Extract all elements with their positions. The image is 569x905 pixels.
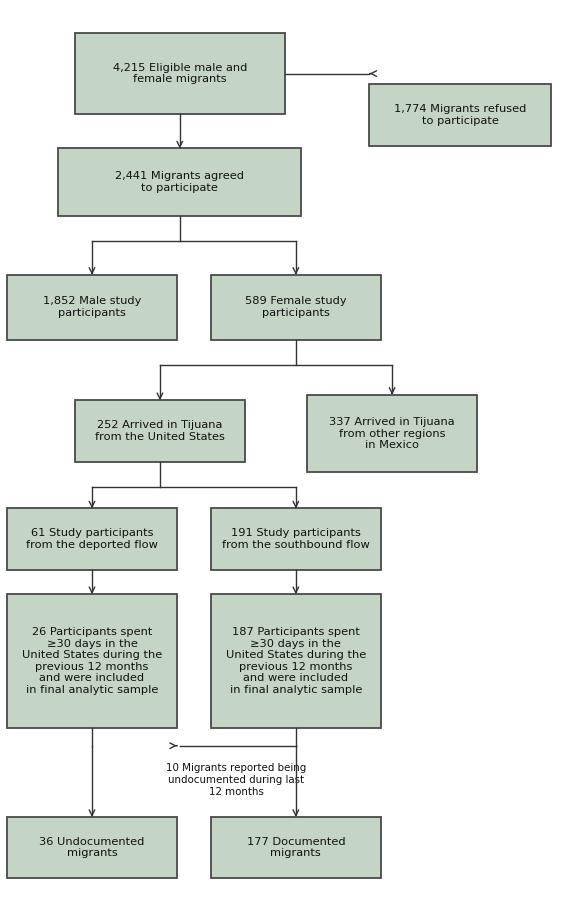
FancyBboxPatch shape <box>75 400 245 462</box>
FancyBboxPatch shape <box>75 33 284 114</box>
Text: 1,852 Male study
participants: 1,852 Male study participants <box>43 297 141 318</box>
FancyBboxPatch shape <box>7 509 177 570</box>
FancyBboxPatch shape <box>307 395 477 472</box>
Text: 177 Documented
migrants: 177 Documented migrants <box>246 837 345 859</box>
FancyBboxPatch shape <box>211 509 381 570</box>
Text: 4,215 Eligible male and
female migrants: 4,215 Eligible male and female migrants <box>113 62 247 84</box>
Text: 187 Participants spent
≥30 days in the
United States during the
previous 12 mont: 187 Participants spent ≥30 days in the U… <box>226 627 366 695</box>
FancyBboxPatch shape <box>211 595 381 728</box>
FancyBboxPatch shape <box>211 817 381 879</box>
FancyBboxPatch shape <box>7 275 177 339</box>
FancyBboxPatch shape <box>7 817 177 879</box>
Text: 61 Study participants
from the deported flow: 61 Study participants from the deported … <box>26 529 158 550</box>
Text: 589 Female study
participants: 589 Female study participants <box>245 297 347 318</box>
Text: 10 Migrants reported being
undocumented during last
12 months: 10 Migrants reported being undocumented … <box>166 764 307 796</box>
Text: 252 Arrived in Tijuana
from the United States: 252 Arrived in Tijuana from the United S… <box>95 420 225 442</box>
Text: 2,441 Migrants agreed
to participate: 2,441 Migrants agreed to participate <box>116 171 244 193</box>
Text: 36 Undocumented
migrants: 36 Undocumented migrants <box>39 837 145 859</box>
FancyBboxPatch shape <box>369 84 551 146</box>
Text: 26 Participants spent
≥30 days in the
United States during the
previous 12 month: 26 Participants spent ≥30 days in the Un… <box>22 627 162 695</box>
Text: 191 Study participants
from the southbound flow: 191 Study participants from the southbou… <box>222 529 370 550</box>
FancyBboxPatch shape <box>7 595 177 728</box>
Text: 1,774 Migrants refused
to participate: 1,774 Migrants refused to participate <box>394 104 526 126</box>
FancyBboxPatch shape <box>211 275 381 339</box>
Text: 337 Arrived in Tijuana
from other regions
in Mexico: 337 Arrived in Tijuana from other region… <box>329 417 455 450</box>
FancyBboxPatch shape <box>58 148 302 216</box>
